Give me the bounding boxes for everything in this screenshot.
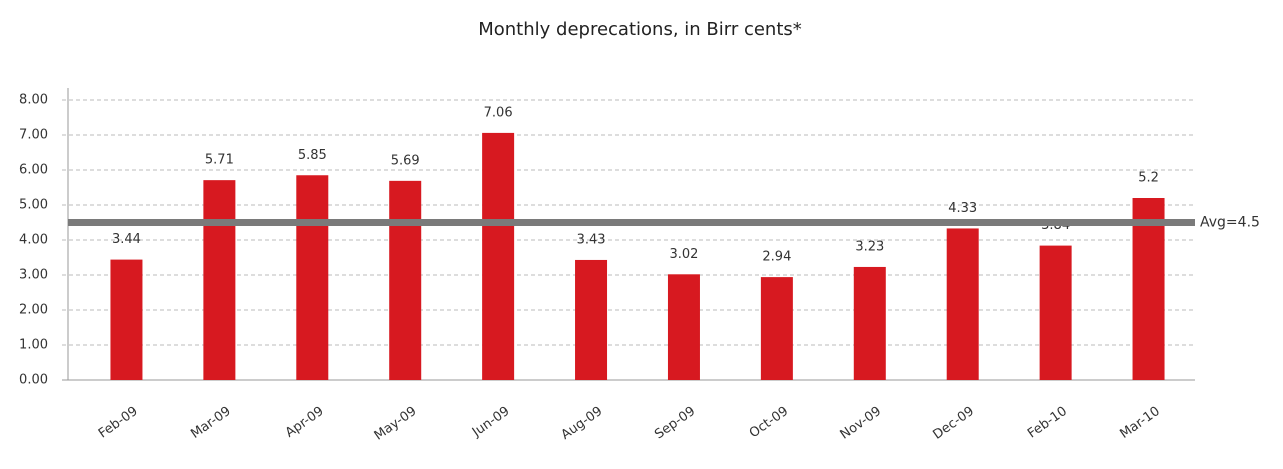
- data-label: 5.71: [205, 153, 234, 168]
- y-tick-label: 3.00: [19, 268, 48, 283]
- bar: [482, 132, 515, 380]
- y-tick-label: 7.00: [19, 128, 48, 143]
- x-tick-label: May-09: [372, 404, 420, 444]
- y-tick-label: 4.00: [19, 233, 48, 248]
- data-label: 4.33: [948, 201, 977, 216]
- y-tick-label: 0.00: [19, 373, 48, 388]
- bar: [389, 180, 422, 380]
- y-tick-label: 6.00: [19, 163, 48, 178]
- x-tick-label: Oct-09: [747, 404, 791, 441]
- data-label: 3.43: [577, 232, 606, 247]
- x-tick-label: Sep-09: [652, 404, 698, 443]
- data-label: 5.85: [298, 148, 327, 163]
- x-tick-label: Feb-09: [96, 404, 141, 442]
- bar: [575, 259, 608, 380]
- x-tick-label: Dec-09: [930, 404, 977, 443]
- x-tick-label: Jun-09: [469, 404, 512, 441]
- y-tick-label: 8.00: [19, 93, 48, 108]
- bar: [760, 277, 793, 380]
- x-tick-label: Nov-09: [838, 404, 885, 443]
- x-tick-label: Mar-10: [1117, 404, 1162, 442]
- data-label: 3.44: [112, 232, 141, 247]
- y-tick-label: 2.00: [19, 303, 48, 318]
- data-label: 7.06: [484, 105, 513, 120]
- bar: [1132, 198, 1165, 380]
- bar: [203, 180, 236, 380]
- avg-label: Avg=4.5: [1200, 215, 1260, 231]
- x-tick-label: Apr-09: [283, 404, 327, 441]
- bar: [1039, 245, 1072, 380]
- data-label: 5.2: [1138, 171, 1159, 186]
- x-tick-label: Aug-09: [559, 404, 606, 443]
- data-label: 3.23: [855, 239, 884, 254]
- x-tick-label: Mar-09: [188, 404, 233, 442]
- x-tick-label: Feb-10: [1025, 404, 1070, 442]
- bar: [946, 228, 979, 380]
- bar: [296, 175, 329, 380]
- data-label: 5.69: [391, 153, 420, 168]
- data-label: 3.02: [669, 247, 698, 262]
- y-tick-label: 5.00: [19, 198, 48, 213]
- bar: [853, 266, 886, 380]
- bar: [110, 259, 143, 380]
- bar: [667, 274, 700, 380]
- data-label: 2.94: [762, 250, 791, 265]
- y-tick-label: 1.00: [19, 338, 48, 353]
- chart-title: Monthly deprecations, in Birr cents*: [478, 19, 802, 40]
